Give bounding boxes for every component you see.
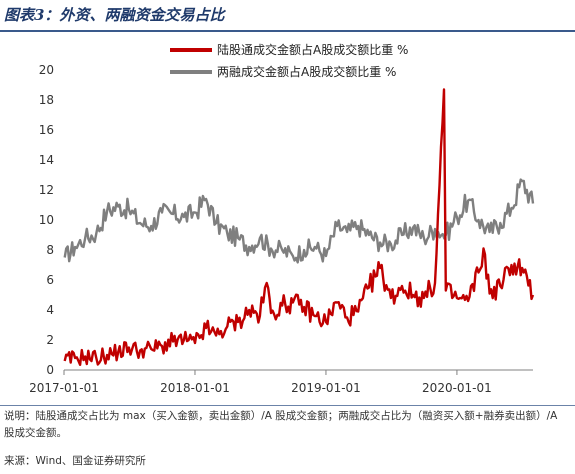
y-tick-label: 18 <box>39 93 54 107</box>
legend-label: 两融成交金额占A股成交额比重 % <box>217 64 396 79</box>
chart-note: 说明：陆股通成交占比为 max（买入金额，卖出金额）/A 股成交金额；两融成交占… <box>4 410 558 439</box>
margin-trading-series-line <box>63 178 535 264</box>
y-tick-label: 12 <box>39 183 54 197</box>
x-tick-label: 2020-01-01 <box>422 381 492 395</box>
y-tick-label: 0 <box>46 363 54 377</box>
legend-label: 陆股通成交金额占A股成交额比重 % <box>217 42 408 57</box>
y-tick-label: 14 <box>39 153 54 167</box>
y-tick-label: 4 <box>46 303 54 317</box>
y-tick-label: 20 <box>39 63 54 77</box>
chart-source: 来源：Wind、国金证券研究所 <box>4 455 146 467</box>
y-tick-label: 10 <box>39 213 54 227</box>
y-tick-label: 16 <box>39 123 54 137</box>
x-tick-label: 2019-01-01 <box>291 381 361 395</box>
note-divider <box>0 405 575 406</box>
x-tick-label: 2018-01-01 <box>160 381 230 395</box>
x-tick-label: 2017-01-01 <box>29 381 99 395</box>
series-lines <box>63 88 535 366</box>
y-axis-ticks: 0 2 4 6 8 10 12 14 16 18 20 <box>39 63 54 377</box>
y-tick-label: 6 <box>46 273 54 287</box>
y-tick-label: 8 <box>46 243 54 257</box>
stock-connect-series-line <box>63 88 535 366</box>
legend: 陆股通成交金额占A股成交额比重 % 两融成交金额占A股成交额比重 % <box>170 42 408 79</box>
title-divider <box>0 30 575 32</box>
y-tick-label: 2 <box>46 333 54 347</box>
x-axis-ticks: 2017-01-01 2018-01-01 2019-01-01 2020-01-01 <box>29 370 492 395</box>
figure-title: 图表3：外资、两融资金交易占比 <box>4 6 225 24</box>
